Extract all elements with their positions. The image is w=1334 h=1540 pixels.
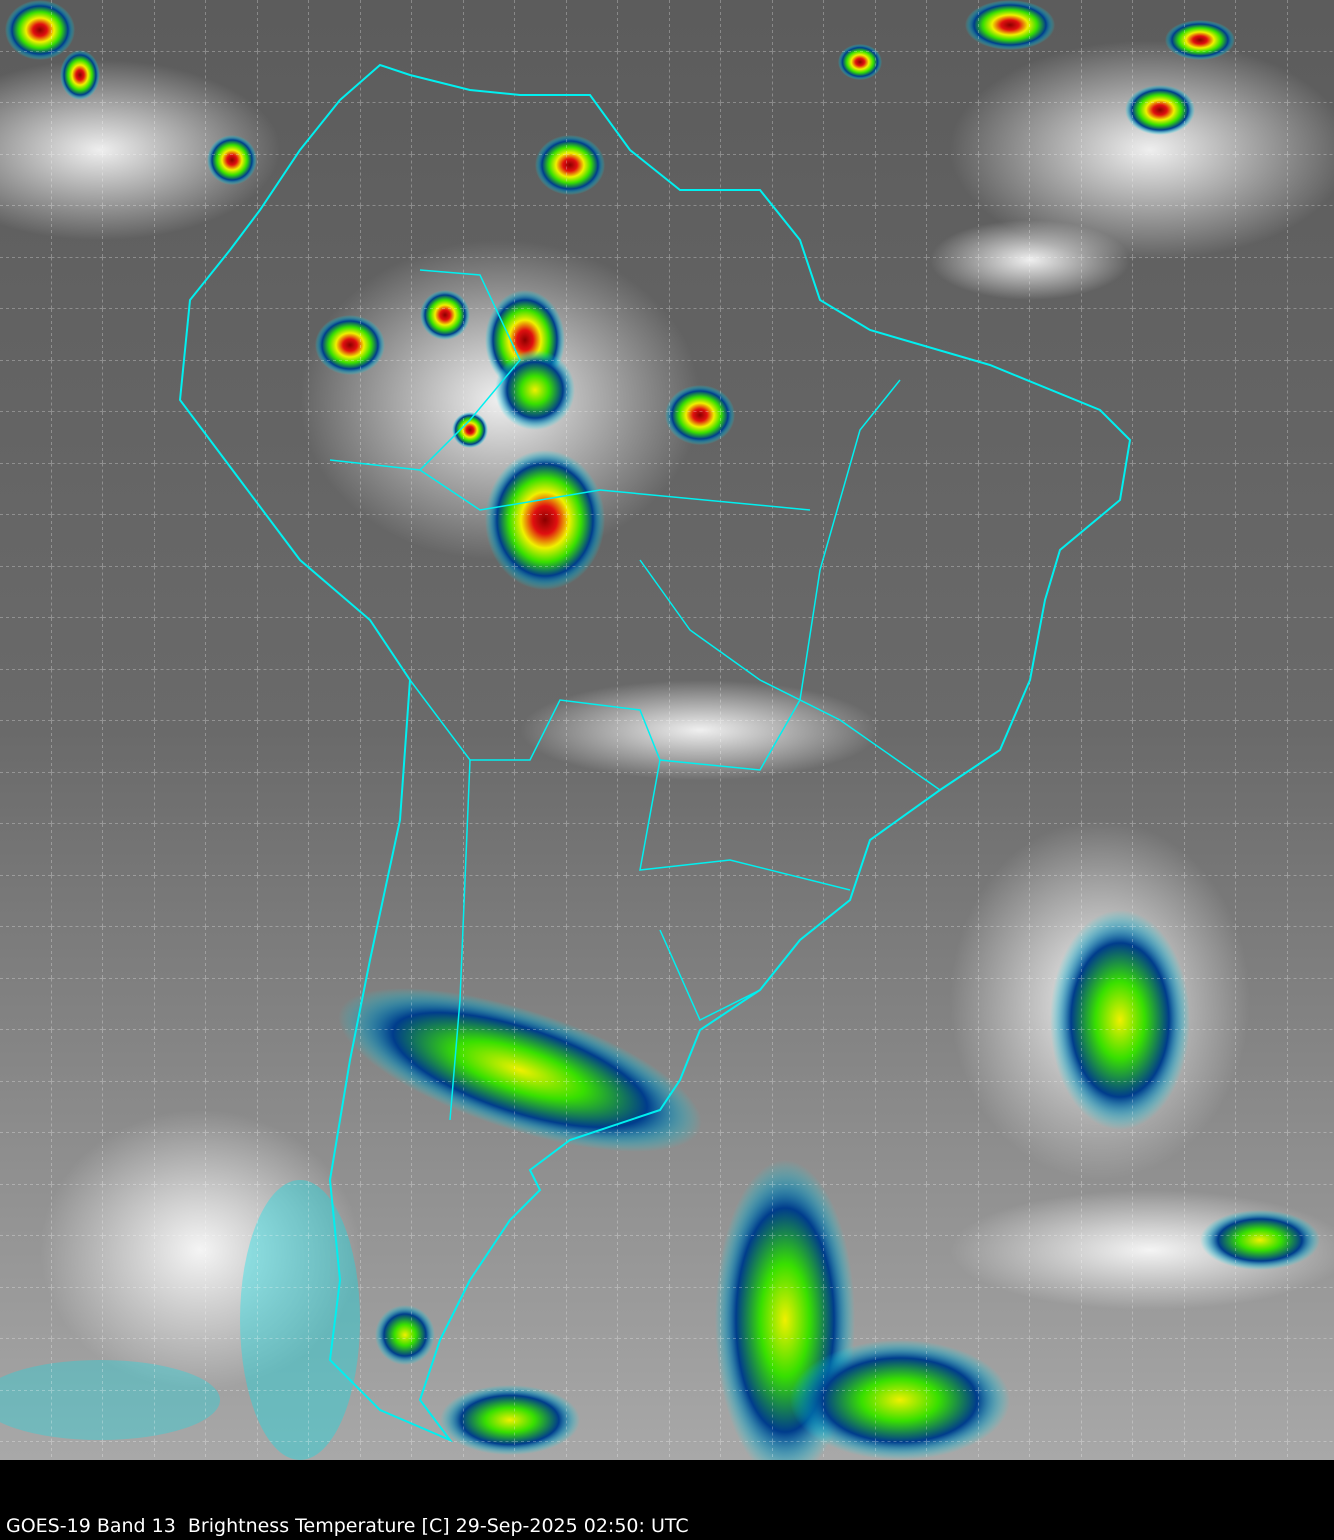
satellite-map [0, 0, 1334, 1460]
lat-lon-grid [0, 0, 1334, 1460]
country-borders [329, 269, 941, 1121]
south-america-border [178, 63, 1132, 1443]
image-caption: GOES-19 Band 13 Brightness Temperature [… [6, 1515, 689, 1537]
